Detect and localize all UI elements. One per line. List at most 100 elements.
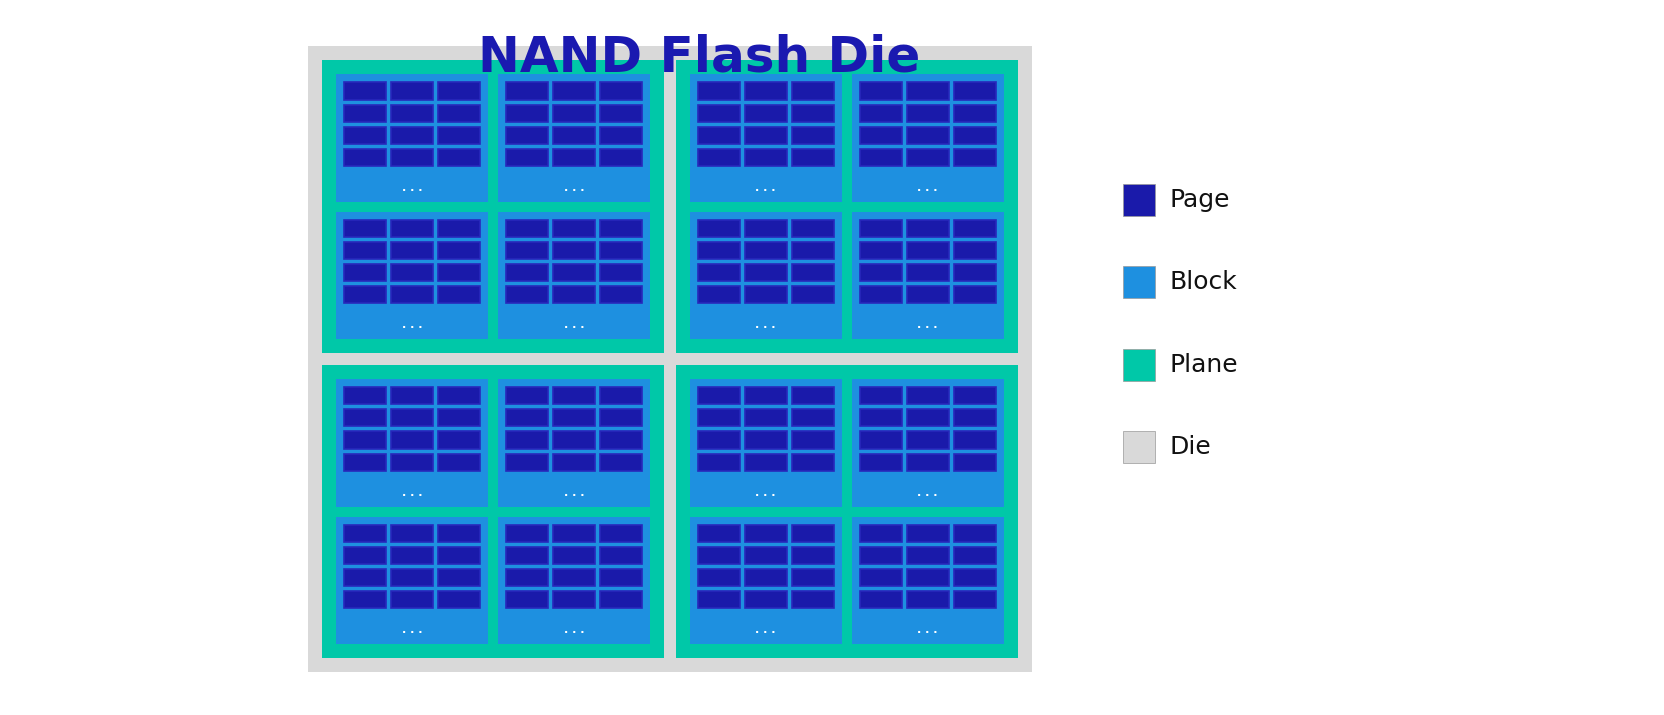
Bar bbox=[792, 453, 834, 470]
Bar bbox=[852, 74, 1003, 202]
Bar bbox=[321, 61, 664, 353]
Text: . . .: . . . bbox=[917, 625, 938, 635]
Bar bbox=[506, 591, 547, 608]
Bar bbox=[599, 242, 642, 259]
Bar bbox=[506, 220, 547, 237]
Bar bbox=[336, 517, 488, 644]
Bar bbox=[953, 569, 995, 586]
Bar bbox=[691, 379, 842, 507]
Bar bbox=[697, 82, 740, 99]
Bar bbox=[745, 591, 787, 608]
Bar bbox=[391, 431, 433, 448]
Bar bbox=[336, 379, 488, 507]
Bar bbox=[860, 525, 902, 542]
Bar bbox=[953, 82, 995, 99]
Bar bbox=[792, 82, 834, 99]
Bar bbox=[953, 525, 995, 542]
Bar bbox=[860, 388, 902, 405]
Bar bbox=[953, 591, 995, 608]
Bar bbox=[391, 591, 433, 608]
Bar bbox=[552, 149, 594, 166]
Bar bbox=[745, 388, 787, 405]
Bar bbox=[344, 264, 386, 281]
Bar bbox=[676, 61, 1018, 353]
Bar bbox=[552, 127, 594, 144]
Bar bbox=[506, 569, 547, 586]
Bar bbox=[552, 547, 594, 564]
Bar bbox=[391, 525, 433, 542]
Bar bbox=[907, 286, 948, 303]
Bar bbox=[691, 212, 842, 340]
Text: . . .: . . . bbox=[564, 183, 584, 193]
Text: . . .: . . . bbox=[917, 183, 938, 193]
Bar bbox=[697, 242, 740, 259]
Bar bbox=[344, 453, 386, 470]
Bar bbox=[438, 388, 479, 405]
Text: . . .: . . . bbox=[917, 320, 938, 330]
Bar bbox=[336, 74, 488, 202]
Bar bbox=[552, 591, 594, 608]
Bar bbox=[1123, 431, 1155, 463]
Bar bbox=[907, 242, 948, 259]
Bar bbox=[907, 410, 948, 426]
Bar bbox=[745, 264, 787, 281]
Bar bbox=[745, 569, 787, 586]
Bar bbox=[599, 149, 642, 166]
Bar bbox=[953, 220, 995, 237]
Bar bbox=[907, 127, 948, 144]
Bar bbox=[860, 569, 902, 586]
Bar bbox=[907, 547, 948, 564]
Bar bbox=[697, 286, 740, 303]
Bar bbox=[697, 431, 740, 448]
Bar bbox=[860, 127, 902, 144]
Bar bbox=[506, 82, 547, 99]
Bar bbox=[907, 569, 948, 586]
Text: . . .: . . . bbox=[401, 320, 423, 330]
Bar bbox=[599, 286, 642, 303]
Bar bbox=[506, 410, 547, 426]
Bar bbox=[860, 286, 902, 303]
Text: Page: Page bbox=[1170, 188, 1230, 212]
Bar bbox=[391, 104, 433, 122]
Bar bbox=[391, 242, 433, 259]
Bar bbox=[907, 104, 948, 122]
Bar bbox=[506, 127, 547, 144]
Text: Block: Block bbox=[1170, 270, 1236, 295]
Bar bbox=[438, 591, 479, 608]
Bar bbox=[498, 517, 649, 644]
Bar bbox=[438, 82, 479, 99]
Bar bbox=[308, 46, 1032, 672]
Bar bbox=[697, 569, 740, 586]
Bar bbox=[860, 453, 902, 470]
Bar bbox=[506, 431, 547, 448]
Bar bbox=[907, 525, 948, 542]
Text: . . .: . . . bbox=[917, 488, 938, 498]
Bar bbox=[552, 104, 594, 122]
Bar bbox=[953, 149, 995, 166]
Bar bbox=[552, 525, 594, 542]
Bar bbox=[438, 431, 479, 448]
Bar bbox=[697, 453, 740, 470]
Bar bbox=[344, 410, 386, 426]
Bar bbox=[676, 365, 1018, 658]
Bar bbox=[792, 104, 834, 122]
Bar bbox=[745, 220, 787, 237]
Bar bbox=[344, 104, 386, 122]
Bar bbox=[745, 149, 787, 166]
Bar bbox=[438, 410, 479, 426]
Bar bbox=[599, 410, 642, 426]
Bar bbox=[506, 242, 547, 259]
Bar bbox=[344, 431, 386, 448]
Bar bbox=[852, 517, 1003, 644]
Bar bbox=[552, 242, 594, 259]
Bar bbox=[344, 82, 386, 99]
Bar bbox=[860, 431, 902, 448]
Bar bbox=[599, 431, 642, 448]
Bar bbox=[498, 379, 649, 507]
Bar bbox=[391, 453, 433, 470]
Bar bbox=[1123, 184, 1155, 216]
Bar bbox=[953, 242, 995, 259]
Bar bbox=[552, 453, 594, 470]
Text: . . .: . . . bbox=[755, 625, 775, 635]
Bar bbox=[391, 220, 433, 237]
